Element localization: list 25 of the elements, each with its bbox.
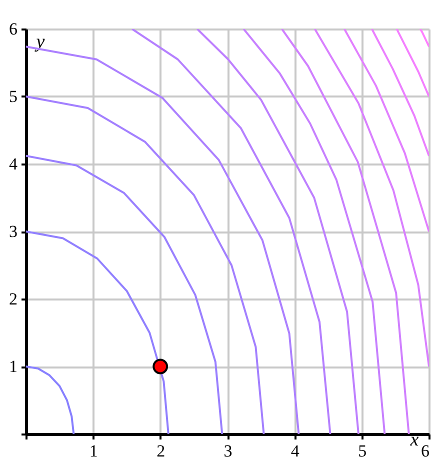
x-tick-label: 5 [358,442,367,458]
y-tick-label: 3 [9,222,18,241]
line-series [280,29,410,434]
y-tick-label: 5 [9,87,18,106]
y-tick-label: 4 [9,154,18,174]
line-series [26,96,265,434]
y-tick-label: 2 [9,290,18,308]
line-series [26,230,170,434]
line-series [196,29,360,434]
line-series [314,29,429,368]
line-series [343,29,429,232]
x-tick-label: 4 [290,442,300,458]
x-axis-title: x [409,430,420,450]
line-series [242,29,386,434]
x-tick-label: 3 [224,442,232,458]
line-series [26,366,75,434]
line-series [370,29,429,157]
y-tick-label: 1 [9,357,18,376]
y-axis-title: y [34,32,46,52]
line-series [26,154,224,434]
x-tick-label: 2 [156,442,166,458]
x-tick-label: 1 [89,442,98,458]
x-tick-label: 6 [421,442,430,458]
y-tick-label: 6 [9,20,18,38]
line-series [131,29,332,434]
